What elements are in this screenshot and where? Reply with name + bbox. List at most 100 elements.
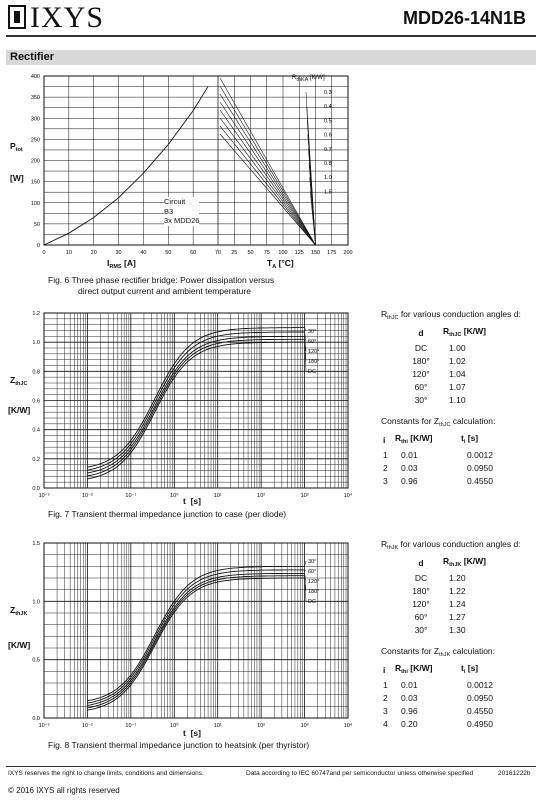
fig7-xtick-label: 10⁰ [170,492,179,499]
fig6-xtick-label: 20 [91,250,97,256]
table-row: 120° 1.04 [412,369,466,379]
fig6-xtick-label: 50 [165,250,171,256]
fig6-ytick-label: 300 [31,116,40,122]
fig7-ytick-label: 0.2 [32,457,40,463]
fig7-chart: 0.0 0.2 0.4 0.6 0.8 1.0 1.2 10⁻³ 10⁻² 10⁻¹ 10⁰ 10¹ 1… [32,311,353,499]
fig6-rthka-line [219,117,316,246]
fig7-xtick-label: 10⁻² [82,493,93,499]
fig6-xlabel-right: TA [°C] [267,258,294,270]
fig7-legend-leader [304,342,307,372]
fig8-legend-leader [304,573,307,582]
fig7-rth-table: RthJC for various conduction angles d: d… [381,308,521,488]
fig6-circuit-label: Circuit B3 3x MDD26 [164,197,200,226]
header-rule [6,35,536,37]
fig6-ylabel: Ptot [10,141,23,153]
fig7-xtick-label: 10³ [301,493,309,499]
footer-right: 20161222b [498,770,531,777]
fig8-series-30deg [87,565,305,702]
fig7-series-60deg [87,331,305,471]
fig8-ylabel: ZthJK [10,605,28,617]
fig6-xtick-label-right: 75 [264,250,270,256]
table-row: 2 0.03 0.0950 [383,693,493,703]
fig7-legend-label: 60° [308,339,316,345]
table-row: 30° 1.10 [414,395,466,405]
ixys-logo: IXYS [8,3,104,33]
fig7-ylabel: ZthJC [10,375,28,387]
fig8-rth-grid: d RthJK [K/W] DC 1.20 180° 1.22 120° 1.24 60… [399,555,486,637]
fig7-ytick-label: 0.8 [32,369,40,375]
fig8-xtick-label: 10² [257,723,265,729]
fig7-ytick-label: 0.0 [32,486,40,492]
fig6-ytick-label: 350 [31,95,40,101]
fig8-legend-leader [304,569,307,572]
table-row: 180° 1.22 [412,586,466,596]
table-row: DC 1.00 [414,343,466,353]
fig6-xtick-label-right: 50 [247,250,253,256]
fig6-xtick-label-right: 150 [311,250,320,256]
fig6-yunit: [W] [10,173,24,183]
fig6-rthka-line [219,85,316,246]
fig8-legend-label: 180° [308,589,319,595]
fig8-legend-leader [304,577,307,602]
table-row: 3 0.96 0.4550 [383,476,493,486]
fig8-legend-label: 30° [308,559,316,565]
fig8-legend-label: 120° [308,579,319,585]
fig8-legend-label: DC [308,599,316,605]
logo-square-icon [8,5,26,29]
fig7-legend-label: 180° [308,359,319,365]
table-row: 30° 1.30 [414,625,466,635]
fig7-xtick-label: 10² [257,493,265,499]
fig7-ytick-label: 1.0 [32,340,40,346]
fig8-const-grid: i Rthi [K/W] ti [s] 1 0.01 0.0012 2 0.03 0.095… [383,663,493,729]
fig8-series-DC [87,577,305,711]
fig6-xtick-label: 70 [215,250,221,256]
table-row: 4 0.20 0.4950 [383,719,493,729]
fig6-rthka-line [219,125,316,246]
fig8-rth-table: RthJK for various conduction angles d: d… [381,538,521,731]
table-row: DC 1.20 [414,573,466,583]
fig7-legend-label: DC [308,369,316,375]
table-row: 1 0.01 0.0012 [383,680,493,690]
table-row: 60° 1.07 [414,382,466,392]
table-row: 3 0.96 0.4550 [383,706,493,716]
fig8-xtick-label: 10⁴ [344,722,353,729]
fig8-xtick-label: 10¹ [214,723,222,729]
fig8-series-120deg [87,572,305,706]
fig7-legend-leader [304,327,307,332]
fig7-xlabel: t [s] [183,496,201,506]
fig7-legend-label: 120° [308,349,319,355]
fig6-xtick-label-right: 100 [278,250,287,256]
fig6-rthka-label: 1.5 [324,189,332,195]
fig7-ytick-label: 1.2 [32,311,40,317]
fig8-chart: 0.00.51.01.510⁻³ 10⁻² 10⁻¹ 10⁰ 10¹ 10² 10³ 10⁴ … [32,541,353,729]
fig7-legend-label: 30° [308,329,316,335]
fig7-series-DC [87,341,305,480]
fig7-yunit: [K/W] [8,405,31,415]
fig8-series-180deg [87,575,305,709]
fig7-ytick-label: 0.6 [32,399,40,405]
table-row: 180° 1.02 [412,356,466,366]
fig8-xtick-label: 10⁻² [82,723,93,729]
fig6-ytick-label: 150 [31,180,40,186]
fig6-rthka-line [219,109,316,246]
circuit-line: B3 [164,206,174,216]
fig8-xlabel: t [s] [183,728,201,738]
fig6-xtick-label-right: 175 [327,250,336,256]
fig6-rthka-label: 0.7 [324,147,332,153]
fig8-xtick-label: 10³ [301,723,309,729]
fig8-caption: Fig. 8 Transient thermal impedance junct… [48,740,310,750]
fig7-const-grid: i Rthi [K/W] ti [s] 1 0.01 0.0012 2 0.03 0.095… [383,433,493,486]
fig6-rthka-label: 0.4 [324,104,332,110]
fig8-ytick-label: 0.5 [32,658,40,664]
fig8-legend-leader [304,560,307,567]
fig7-rth-grid: d RthJC [K/W] DC 1.00 180° 1.02 120° 1.04 60… [399,325,486,407]
fig6-rthka-label: 0.6 [324,133,332,139]
fig7-series-30deg [87,327,305,468]
fig7-ytick-label: 0.4 [32,428,40,434]
fig6-caption: Fig. 6 Three phase rectifier bridge: Pow… [48,275,275,296]
fig8-legend-label: 60° [308,569,316,575]
footer-left: IXYS reserves the right to change limits… [8,770,204,777]
fig6-xtick-label-right: 200 [343,250,352,256]
fig6-xtick-label-right: 25 [231,250,237,256]
fig6-power-curve [43,86,209,246]
